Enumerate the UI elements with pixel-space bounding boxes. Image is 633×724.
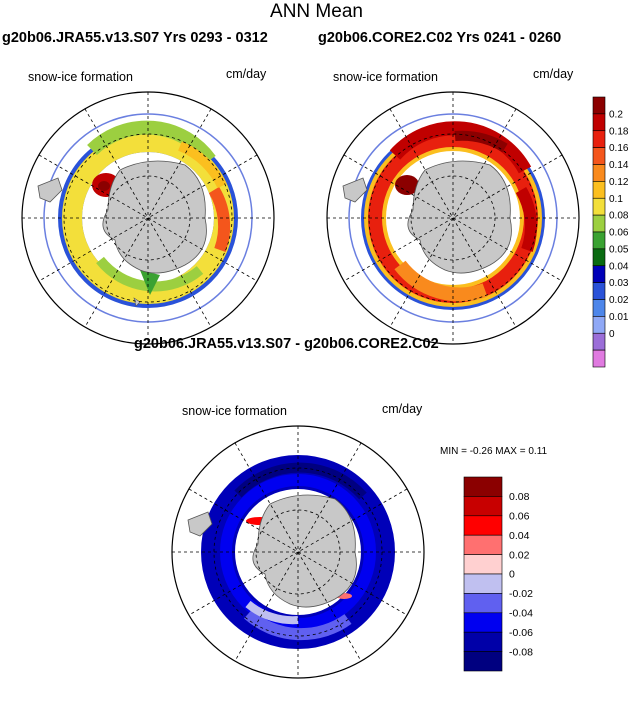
colorbar-main-swatch bbox=[592, 282, 606, 300]
panel-3-polar-map bbox=[171, 425, 425, 679]
colorbar-difference-swatch bbox=[463, 515, 503, 536]
panel-2-variable-label: snow-ice formation bbox=[333, 70, 438, 84]
colorbar-main-swatch bbox=[592, 332, 606, 351]
colorbar-difference-swatch bbox=[463, 496, 503, 517]
panel-3-variable-label: snow-ice formation bbox=[182, 404, 287, 418]
colorbar-main-swatch bbox=[592, 316, 606, 334]
colorbar-main-tick-label: 0.1 bbox=[609, 194, 623, 205]
colorbar-difference-tick-label: 0.02 bbox=[509, 549, 530, 561]
colorbar-main-swatch bbox=[592, 265, 606, 283]
panel-2-units-label: cm/day bbox=[533, 67, 574, 81]
main-title: ANN Mean bbox=[270, 1, 363, 22]
colorbar-main-tick-label: 0.12 bbox=[609, 177, 629, 188]
panel-1-polar-map bbox=[21, 91, 275, 345]
colorbar-difference-tick-label: -0.06 bbox=[509, 627, 533, 639]
colorbar-main-tick-label: 0.2 bbox=[609, 109, 623, 120]
colorbar-main-swatch bbox=[592, 349, 606, 368]
colorbar-main-swatch bbox=[592, 181, 606, 199]
colorbar-difference-swatch bbox=[463, 573, 503, 594]
colorbar-difference-swatch bbox=[463, 554, 503, 575]
colorbar-main-swatch bbox=[592, 96, 606, 115]
colorbar-main-swatch bbox=[592, 113, 606, 132]
colorbar-main-tick-label: 0.04 bbox=[609, 261, 629, 272]
colorbar-main-tick-label: 0.05 bbox=[609, 244, 629, 255]
colorbar-difference-swatch bbox=[463, 631, 503, 652]
colorbar-difference-swatch bbox=[463, 612, 503, 633]
colorbar-main-tick-label: 0.18 bbox=[609, 126, 629, 137]
panel-1-variable-label: snow-ice formation bbox=[28, 70, 133, 84]
colorbar-main-swatch bbox=[592, 214, 606, 233]
colorbar-difference-tick-label: 0.08 bbox=[509, 491, 530, 503]
colorbar-difference-swatch bbox=[463, 593, 503, 614]
colorbar-difference-swatch bbox=[463, 651, 503, 672]
colorbar-main-tick-label: 0.02 bbox=[609, 295, 629, 306]
colorbar-main-tick-label: 0.08 bbox=[609, 211, 629, 222]
colorbar-main-swatch bbox=[592, 197, 606, 216]
colorbar-main-tick-label: 0.01 bbox=[609, 312, 629, 323]
colorbar-difference-tick-label: 0 bbox=[509, 569, 515, 581]
colorbar-main-swatch bbox=[592, 130, 606, 148]
colorbar-main-swatch bbox=[592, 231, 606, 250]
panel-1-title: g20b06.JRA55.v13.S07 Yrs 0293 - 0312 bbox=[2, 30, 268, 46]
panel-3-units-label: cm/day bbox=[382, 402, 423, 416]
colorbar-main-swatch bbox=[592, 147, 606, 165]
colorbar-main-tick-label: 0.06 bbox=[609, 228, 629, 239]
colorbar-difference-tick-label: -0.02 bbox=[509, 588, 533, 600]
panel-2-title: g20b06.CORE2.C02 Yrs 0241 - 0260 bbox=[318, 30, 562, 46]
colorbar-main-tick-label: 0 bbox=[609, 329, 615, 340]
panel-3-title: g20b06.JRA55.v13.S07 - g20b06.CORE2.C02 bbox=[134, 336, 439, 352]
colorbar-difference-swatch bbox=[463, 534, 503, 555]
colorbar-difference: 0.08 0.06 0.04 0.02 0 -0.02 -0.04 -0.06 -0.08 bbox=[463, 476, 533, 672]
colorbar-main-tick-label: 0.03 bbox=[609, 278, 629, 289]
colorbar-main-swatch bbox=[592, 299, 606, 317]
colorbar-difference-tick-label: -0.08 bbox=[509, 646, 533, 658]
panel-1-units-label: cm/day bbox=[226, 67, 267, 81]
colorbar-difference-swatch bbox=[463, 476, 503, 497]
colorbar-main: 0.2 0.18 0.16 0.14 0.12 0.1 0.08 0.06 0.05 0.04 0.… bbox=[592, 96, 629, 368]
panel-2-polar-map bbox=[326, 91, 580, 345]
colorbar-main-tick-label: 0.16 bbox=[609, 143, 629, 154]
colorbar-main-tick-label: 0.14 bbox=[609, 160, 629, 171]
colorbar-difference-tick-label: 0.04 bbox=[509, 530, 530, 542]
colorbar-main-swatch bbox=[592, 248, 606, 267]
colorbar-difference-tick-label: 0.06 bbox=[509, 510, 530, 522]
panel-3-min-max-stats: MIN = -0.26 MAX = 0.11 bbox=[440, 446, 548, 457]
colorbar-main-swatch bbox=[592, 164, 606, 182]
colorbar-difference-tick-label: -0.04 bbox=[509, 607, 533, 619]
